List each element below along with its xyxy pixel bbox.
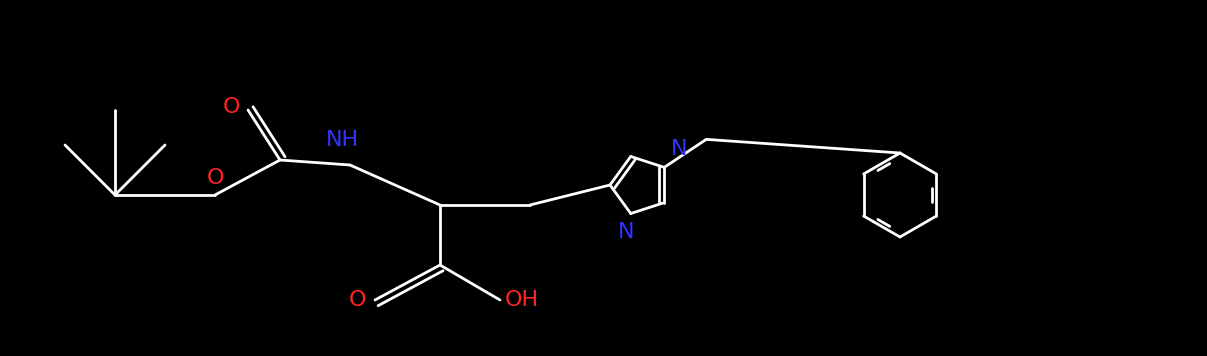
Text: N: N xyxy=(671,139,688,159)
Text: O: O xyxy=(206,168,223,188)
Text: O: O xyxy=(223,97,240,117)
Text: OH: OH xyxy=(505,290,540,310)
Text: NH: NH xyxy=(326,130,358,150)
Text: O: O xyxy=(349,290,366,310)
Text: N: N xyxy=(618,221,634,241)
